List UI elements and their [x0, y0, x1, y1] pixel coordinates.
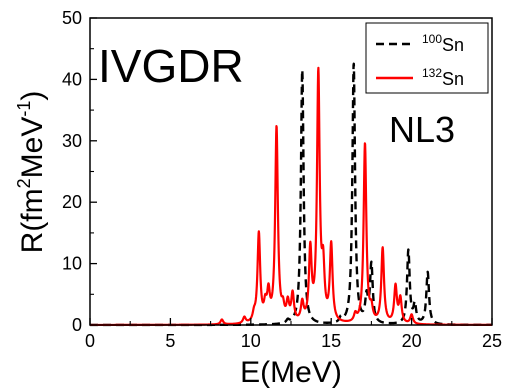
y-title-mid: MeV [16, 117, 49, 179]
x-tick-label: 15 [321, 331, 341, 351]
y-tick-label: 50 [62, 8, 82, 28]
legend-100sn-mass: 100 [422, 32, 442, 46]
y-tick-label: 30 [62, 131, 82, 151]
x-tick-label: 5 [165, 331, 175, 351]
x-tick-label: 25 [482, 331, 502, 351]
y-title-prefix: R(fm [16, 188, 49, 253]
y-axis-title: R(fm2MeV-1) [14, 91, 49, 254]
y-tick-label: 40 [62, 69, 82, 89]
x-axis-title: E(MeV) [240, 356, 342, 389]
annotation-ivgdr: IVGDR [98, 40, 244, 92]
legend-132sn-element: Sn [442, 69, 464, 89]
y-title-suffix: ) [16, 91, 49, 101]
legend-100sn-element: Sn [442, 35, 464, 55]
y-tick-label: 20 [62, 192, 82, 212]
x-tick-label: 20 [402, 331, 422, 351]
x-tick-label: 10 [241, 331, 261, 351]
legend: 100Sn 132Sn [365, 22, 489, 94]
annotation-nl3: NL3 [389, 109, 455, 150]
legend-label-132sn: 132Sn [422, 66, 464, 89]
tick-layer: 0 5 10 15 20 25 0 10 20 30 40 50 [62, 8, 502, 351]
x-tick-label: 0 [85, 331, 95, 351]
legend-label-100sn: 100Sn [422, 32, 464, 55]
y-tick-label: 0 [72, 315, 82, 335]
y-tick-label: 10 [62, 254, 82, 274]
y-title-sup2: -1 [14, 101, 34, 117]
legend-132sn-mass: 132 [422, 66, 442, 80]
legend-box [365, 22, 489, 94]
y-title-sup1: 2 [14, 178, 34, 188]
